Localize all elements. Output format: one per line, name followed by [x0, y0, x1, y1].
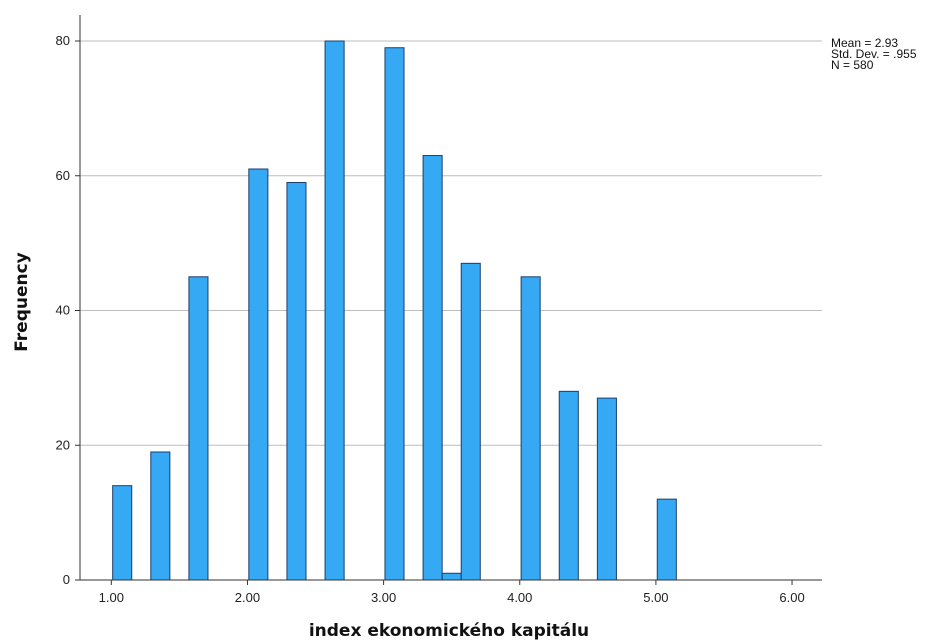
y-tick-labels: 0 20 40 60 80	[56, 33, 80, 587]
bar-7	[422, 155, 443, 581]
y-tick-label-3: 60	[56, 168, 70, 183]
x-tick-label-3: 4.00	[507, 590, 532, 605]
bar-11	[558, 390, 579, 581]
y-tick-label-2: 40	[56, 303, 70, 318]
x-tick-label-1: 2.00	[235, 590, 260, 605]
stats-box: Mean = 2.93 Std. Dev. = .955 N = 580	[831, 36, 917, 72]
bar-1	[150, 451, 171, 581]
bars	[112, 40, 677, 581]
y-axis-title: Frequency	[12, 252, 32, 352]
x-tick-labels: 1.00 2.00 3.00 4.00 5.00 6.00	[99, 580, 805, 605]
bar-8	[441, 572, 462, 581]
bar-13	[656, 498, 677, 581]
bar-2	[188, 276, 209, 581]
axes	[79, 15, 822, 581]
bar-0	[112, 485, 133, 581]
x-tick-label-5: 6.00	[779, 590, 804, 605]
stats-mean: Mean = 2.93	[831, 36, 899, 50]
bar-6	[384, 47, 405, 581]
y-tick-label-1: 20	[56, 437, 70, 452]
stats-n: N = 580	[831, 58, 874, 72]
bar-10	[520, 276, 541, 581]
y-tick-label-4: 80	[56, 33, 70, 48]
y-tick-label-0: 0	[63, 572, 70, 587]
bar-4	[286, 181, 307, 581]
bar-5	[324, 40, 345, 581]
bar-3	[248, 168, 269, 581]
x-tick-label-0: 1.00	[99, 590, 124, 605]
stats-std-dev: Std. Dev. = .955	[831, 47, 917, 61]
x-axis-title: index ekonomického kapitálu	[309, 621, 589, 641]
x-tick-label-2: 3.00	[371, 590, 396, 605]
bar-9	[460, 262, 481, 581]
bar-12	[596, 397, 617, 581]
x-tick-label-4: 5.00	[643, 590, 668, 605]
